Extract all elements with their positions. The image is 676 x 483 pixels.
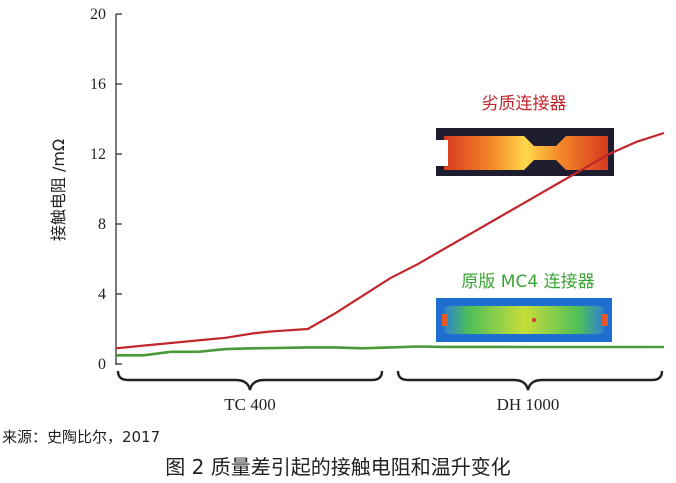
annotation-mc4-connector: 原版 MC4 连接器 <box>461 272 594 292</box>
brace-tc400 <box>116 370 384 391</box>
hot-connector-thermal-image <box>436 128 614 176</box>
y-ticks: 0 4 8 12 16 20 <box>90 6 122 373</box>
series-line-mc4-connector <box>116 345 664 357</box>
y-tick-label: 8 <box>98 216 106 233</box>
annotation-poor-connector: 劣质连接器 <box>482 94 567 114</box>
mc4-connector-thermal-image <box>436 298 612 342</box>
y-tick-label: 20 <box>90 6 106 23</box>
group-label-tc400: TC 400 <box>224 395 275 414</box>
series-line-poor-connector <box>115 131 665 350</box>
figure-caption: 图 2 质量差引起的接触电阻和温升变化 <box>165 455 510 479</box>
brace-dh1000 <box>396 370 664 391</box>
y-tick-label: 12 <box>90 146 106 163</box>
source-text: 来源：史陶比尔，2017 <box>2 428 160 446</box>
y-tick-label: 0 <box>98 356 106 373</box>
y-axis-label: 接触电阻 /mΩ <box>49 139 68 241</box>
group-label-dh1000: DH 1000 <box>497 395 560 414</box>
y-tick-label: 4 <box>98 286 106 303</box>
y-tick-label: 16 <box>90 76 106 93</box>
